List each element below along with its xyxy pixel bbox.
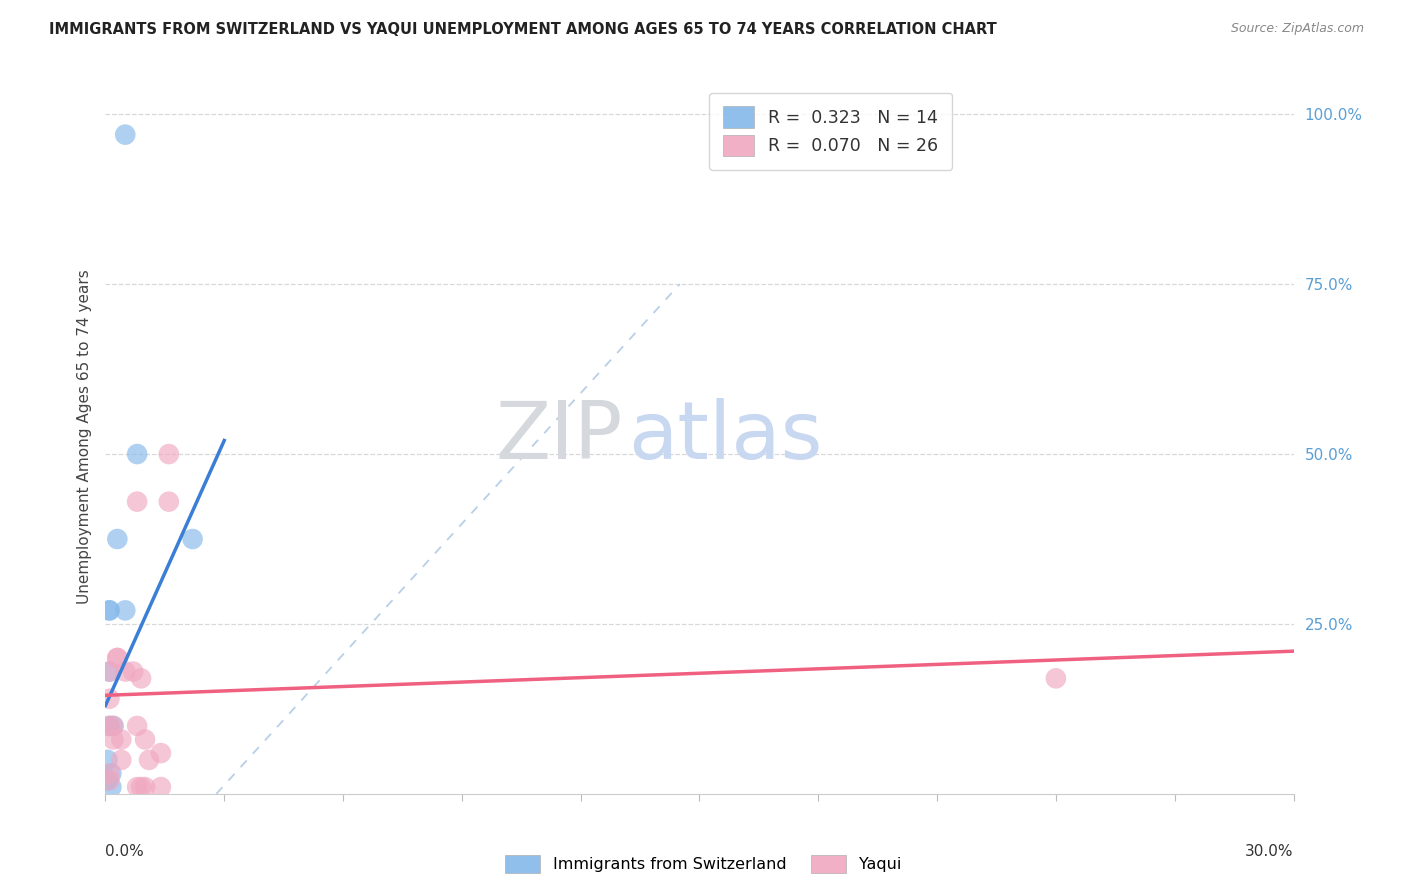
Point	[110, 753, 132, 767]
Point	[98, 665, 121, 679]
Point	[127, 447, 149, 461]
Text: IMMIGRANTS FROM SWITZERLAND VS YAQUI UNEMPLOYMENT AMONG AGES 65 TO 74 YEARS CORR: IMMIGRANTS FROM SWITZERLAND VS YAQUI UNE…	[49, 22, 997, 37]
Point	[149, 746, 172, 760]
Point	[98, 603, 121, 617]
Point	[96, 753, 118, 767]
Point	[122, 665, 145, 679]
Text: ZIP: ZIP	[495, 398, 623, 476]
Point	[105, 651, 128, 665]
Point	[96, 773, 118, 788]
Point	[127, 780, 149, 794]
Point	[134, 780, 156, 794]
Point	[129, 780, 152, 794]
Point	[98, 603, 121, 617]
Point	[114, 603, 136, 617]
Point	[157, 447, 180, 461]
Point	[98, 719, 121, 733]
Point	[98, 719, 121, 733]
Point	[114, 128, 136, 142]
Point	[103, 732, 125, 747]
Point	[134, 732, 156, 747]
Point	[157, 494, 180, 508]
Text: 30.0%: 30.0%	[1246, 844, 1294, 859]
Point	[105, 651, 128, 665]
Point	[98, 766, 121, 780]
Point	[127, 719, 149, 733]
Point	[100, 780, 122, 794]
Point	[129, 671, 152, 685]
Legend: Immigrants from Switzerland, Yaqui: Immigrants from Switzerland, Yaqui	[499, 848, 907, 880]
Point	[114, 665, 136, 679]
Text: 0.0%: 0.0%	[105, 844, 145, 859]
Point	[98, 773, 121, 788]
Text: Source: ZipAtlas.com: Source: ZipAtlas.com	[1230, 22, 1364, 36]
Point	[149, 780, 172, 794]
Point	[100, 766, 122, 780]
Point	[1045, 671, 1067, 685]
Point	[98, 665, 121, 679]
Point	[98, 691, 121, 706]
Point	[127, 494, 149, 508]
Point	[103, 719, 125, 733]
Legend: R =  0.323   N = 14, R =  0.070   N = 26: R = 0.323 N = 14, R = 0.070 N = 26	[709, 93, 952, 169]
Y-axis label: Unemployment Among Ages 65 to 74 years: Unemployment Among Ages 65 to 74 years	[76, 269, 91, 605]
Point	[181, 532, 204, 546]
Point	[105, 532, 128, 546]
Point	[138, 753, 160, 767]
Point	[110, 732, 132, 747]
Text: atlas: atlas	[628, 398, 823, 476]
Point	[103, 719, 125, 733]
